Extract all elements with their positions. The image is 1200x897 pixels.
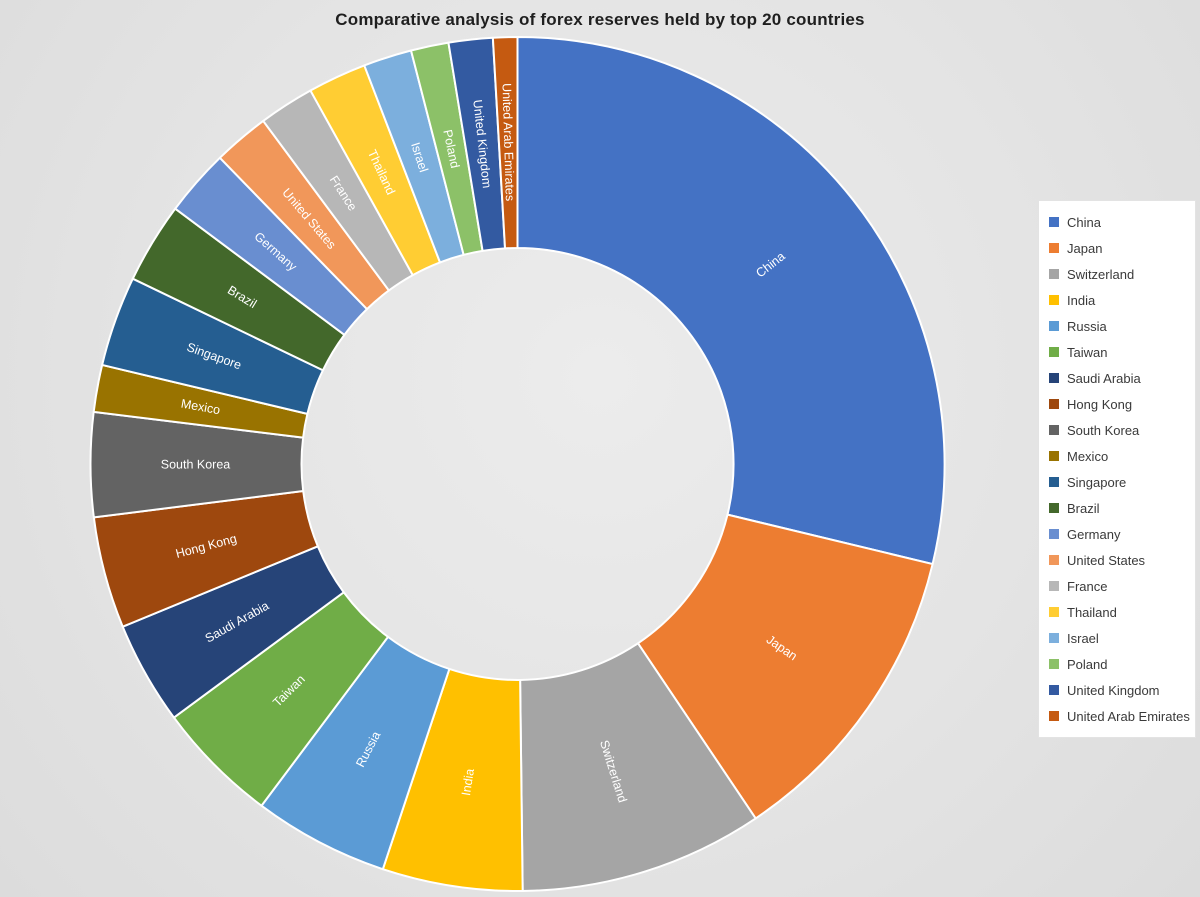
legend-label: India <box>1067 292 1096 308</box>
legend-item: Thailand <box>1049 599 1187 625</box>
slice-label: South Korea <box>161 457 231 471</box>
legend-swatch <box>1049 529 1059 539</box>
legend-item: Poland <box>1049 651 1187 677</box>
legend-swatch <box>1049 685 1059 695</box>
legend-label: Russia <box>1067 318 1107 334</box>
legend-label: Germany <box>1067 526 1121 542</box>
legend-item: United Kingdom <box>1049 677 1187 703</box>
pie-slice <box>491 35 519 250</box>
chart-legend: China Japan Switzerland India Russia Taiwan Sa… <box>1038 200 1196 738</box>
legend-item: Japan <box>1049 235 1187 261</box>
legend-label: Hong Kong <box>1067 396 1133 412</box>
legend-item: China <box>1049 209 1187 235</box>
legend-label: Taiwan <box>1067 344 1108 360</box>
legend-item: Taiwan <box>1049 339 1187 365</box>
legend-item: France <box>1049 573 1187 599</box>
legend-item: Israel <box>1049 625 1187 651</box>
legend-item: United Arab Emirates <box>1049 703 1190 729</box>
legend-item: Russia <box>1049 313 1187 339</box>
pie-slice <box>516 36 946 566</box>
legend-label: South Korea <box>1067 422 1140 438</box>
legend-label: United States <box>1067 552 1146 568</box>
legend-item: Saudi Arabia <box>1049 365 1187 391</box>
legend-label: Israel <box>1067 630 1099 646</box>
legend-swatch <box>1049 321 1059 331</box>
legend-label: Japan <box>1067 240 1103 256</box>
legend-swatch <box>1049 711 1059 721</box>
legend-swatch <box>1049 217 1059 227</box>
legend-swatch <box>1049 399 1059 409</box>
legend-swatch <box>1049 295 1059 305</box>
slice-label: India <box>459 768 477 797</box>
legend-swatch <box>1049 425 1059 435</box>
legend-label: Saudi Arabia <box>1067 370 1141 386</box>
slice-label: United Arab Emirates <box>499 83 516 201</box>
legend-label: China <box>1067 214 1101 230</box>
legend-swatch <box>1049 243 1059 253</box>
chart-title: Comparative analysis of forex reserves h… <box>335 10 865 29</box>
legend-item: Singapore <box>1049 469 1187 495</box>
legend-label: Thailand <box>1067 604 1117 620</box>
legend-swatch <box>1049 347 1059 357</box>
legend-swatch <box>1049 269 1059 279</box>
legend-swatch <box>1049 607 1059 617</box>
legend-swatch <box>1049 555 1059 565</box>
legend-item: Switzerland <box>1049 261 1187 287</box>
legend-item: Brazil <box>1049 495 1187 521</box>
legend-label: Switzerland <box>1067 266 1135 282</box>
legend-swatch <box>1049 633 1059 643</box>
legend-item: Germany <box>1049 521 1187 547</box>
legend-label: United Arab Emirates <box>1067 708 1190 724</box>
legend-item: South Korea <box>1049 417 1187 443</box>
legend-swatch <box>1049 503 1059 513</box>
legend-label: Mexico <box>1067 448 1109 464</box>
legend-swatch <box>1049 581 1059 591</box>
legend-swatch <box>1049 373 1059 383</box>
legend-item: United States <box>1049 547 1187 573</box>
legend-swatch <box>1049 451 1059 461</box>
legend-item: Mexico <box>1049 443 1187 469</box>
legend-label: Singapore <box>1067 474 1127 490</box>
pie-slice <box>636 513 934 820</box>
legend-swatch <box>1049 659 1059 669</box>
legend-label: France <box>1067 578 1108 594</box>
slice-label: Mexico <box>180 397 221 418</box>
legend-label: Poland <box>1067 656 1108 672</box>
legend-item: Hong Kong <box>1049 391 1187 417</box>
legend-item: India <box>1049 287 1187 313</box>
legend-swatch <box>1049 477 1059 487</box>
legend-label: Brazil <box>1067 500 1100 516</box>
legend-label: United Kingdom <box>1067 682 1160 698</box>
